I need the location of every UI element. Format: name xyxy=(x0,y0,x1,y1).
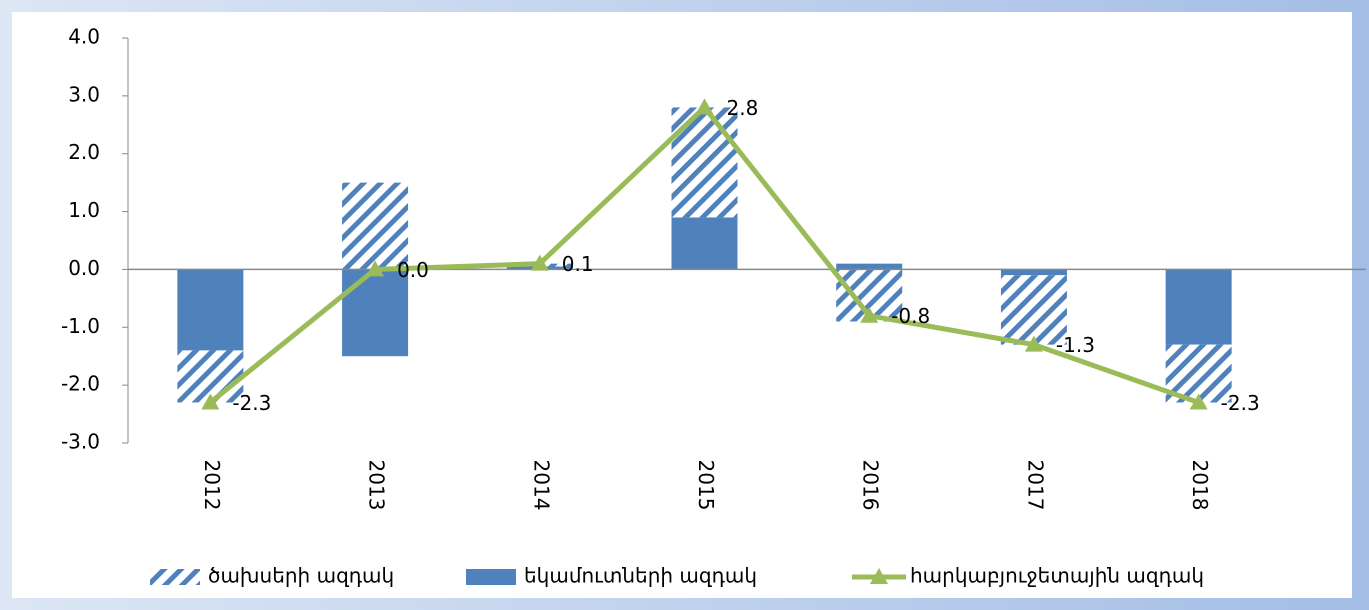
legend-label: եկամուտների ազդակ xyxy=(524,564,757,588)
legend-swatch xyxy=(870,568,888,584)
line-marker xyxy=(860,306,879,323)
legend-label: հարկաբյուջետային ազդակ xyxy=(910,564,1204,588)
x-tick-label: 2016 xyxy=(859,460,883,511)
bar xyxy=(177,269,244,351)
x-tick-label: 2012 xyxy=(200,460,224,511)
line-marker xyxy=(201,393,220,410)
data-label: -1.3 xyxy=(1056,333,1095,357)
data-label: -2.3 xyxy=(232,391,271,415)
y-tick-label: 4.0 xyxy=(68,25,100,49)
x-tick-label: 2018 xyxy=(1188,460,1212,511)
y-tick-label: 3.0 xyxy=(68,82,100,106)
bar xyxy=(342,182,409,270)
data-label: 0.0 xyxy=(397,258,429,282)
y-tick-label: -3.0 xyxy=(61,430,100,454)
legend-swatch xyxy=(466,569,516,585)
data-label: -2.3 xyxy=(1221,391,1260,415)
y-tick-label: -2.0 xyxy=(61,372,100,396)
y-tick-label: 2.0 xyxy=(68,140,100,164)
y-tick-label: 0.0 xyxy=(68,256,100,280)
bar xyxy=(836,263,903,270)
bar xyxy=(1000,275,1067,345)
bar xyxy=(1000,269,1067,276)
x-tick-label: 2014 xyxy=(529,460,553,511)
y-tick-label: 1.0 xyxy=(68,198,100,222)
data-label: 0.1 xyxy=(562,252,594,276)
line-marker xyxy=(1024,335,1043,352)
line-marker xyxy=(1189,393,1208,410)
x-tick-label: 2017 xyxy=(1023,460,1047,511)
x-tick-label: 2015 xyxy=(694,460,718,511)
legend-swatch xyxy=(150,569,200,585)
data-label: 2.8 xyxy=(727,96,759,120)
y-tick-label: -1.0 xyxy=(61,314,100,338)
line-marker xyxy=(695,98,714,115)
line-marker xyxy=(530,254,549,271)
bar xyxy=(671,217,738,270)
bar xyxy=(1165,269,1232,345)
bar xyxy=(342,269,409,357)
data-label: -0.8 xyxy=(891,304,930,328)
legend-label: ծախսերի ազդակ xyxy=(208,564,394,588)
bar xyxy=(671,107,738,218)
x-tick-label: 2013 xyxy=(365,460,389,511)
line-marker xyxy=(366,260,385,277)
